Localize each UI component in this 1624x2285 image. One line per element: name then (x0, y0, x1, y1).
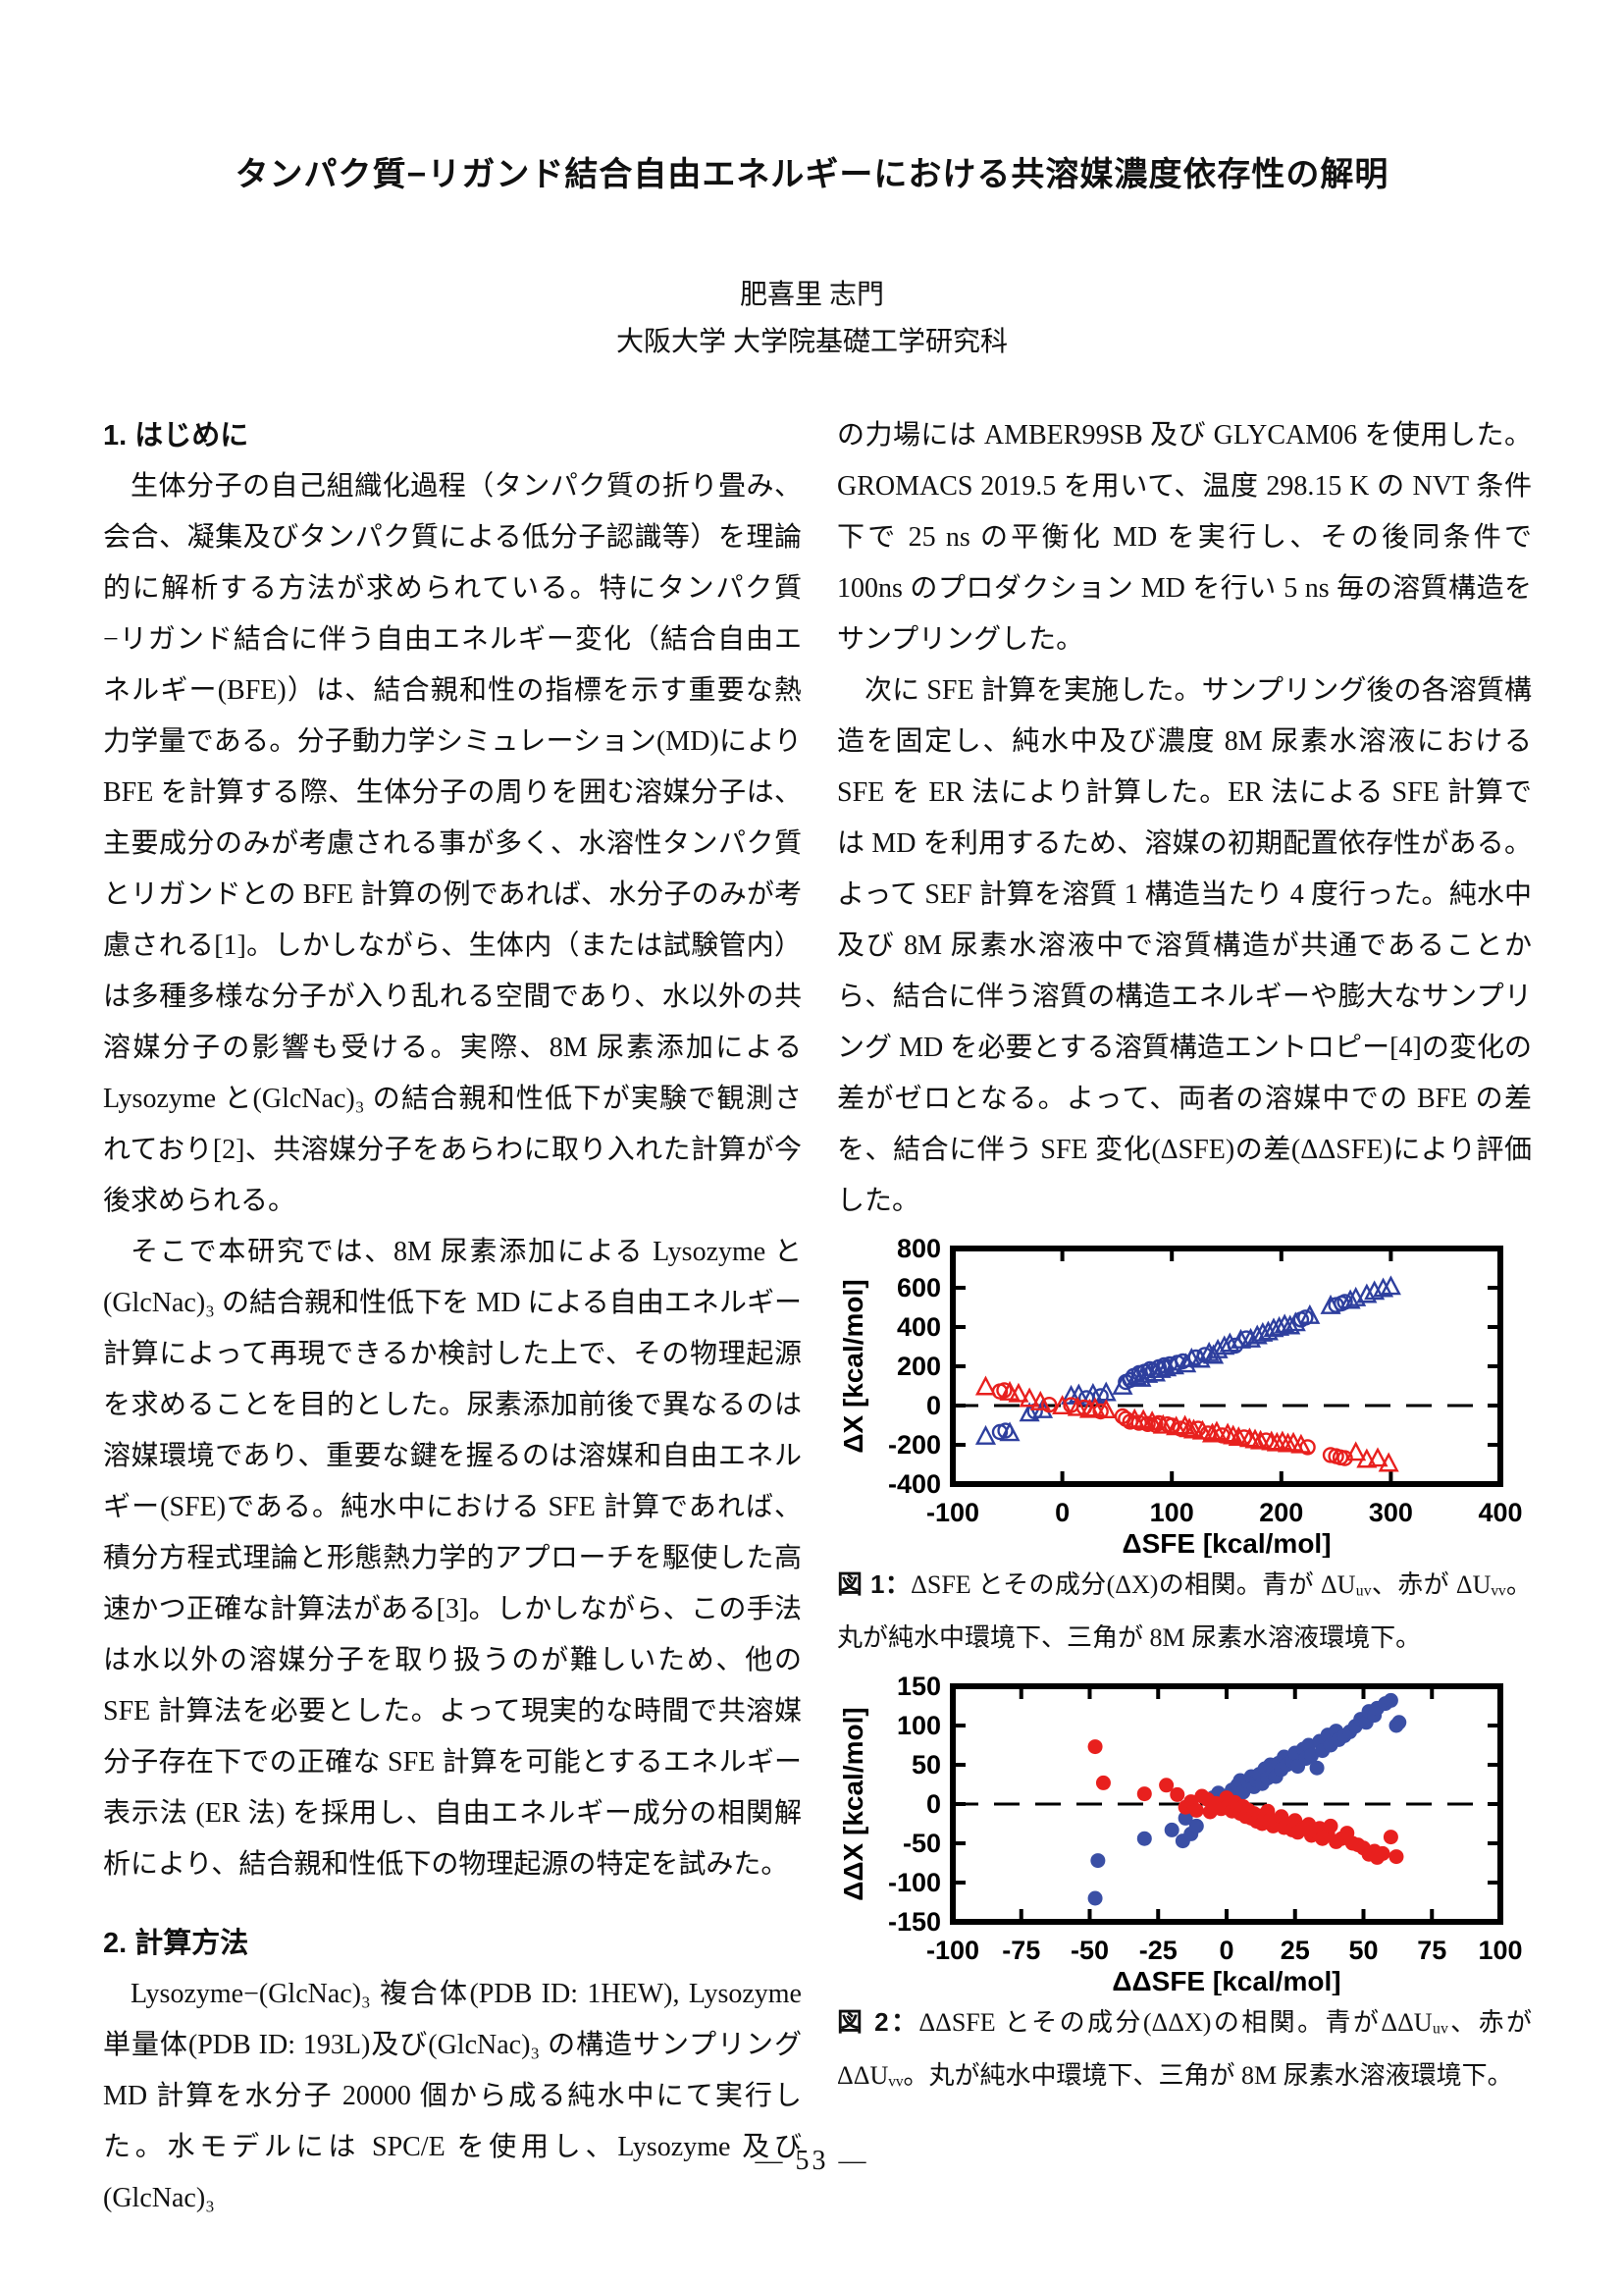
svg-text:300: 300 (1369, 1498, 1413, 1527)
figure-1: -100 0 100 200 300 400 -400 -200 0 200 400 600 800 ΔS… (837, 1239, 1532, 1665)
section2-heading: 2. 計算方法 (103, 1928, 249, 1959)
svg-text:-100: -100 (888, 1868, 941, 1897)
svg-text:100: 100 (1478, 1936, 1522, 1965)
svg-text:800: 800 (897, 1239, 941, 1263)
figure1-caption-text: ΔSFE とその成分(ΔX)の相関。青が ΔUᵤᵥ、赤が ΔUᵥᵥ。丸が純水中環… (837, 1570, 1532, 1652)
figure2-caption-label: 図 2： (837, 2007, 919, 2037)
right-paragraph-1: の力場には AMBER99SB 及び GLYCAM06 を使用した。GROMAC… (837, 420, 1532, 655)
page-number: — 53 — (755, 2146, 869, 2176)
figure1-caption: 図 1：ΔSFE とその成分(ΔX)の相関。青が ΔUᵤᵥ、赤が ΔUᵥᵥ。丸が… (837, 1558, 1532, 1665)
right-paragraph-2: 次に SFE 計算を実施した。サンプリング後の各溶質構造を固定し、純水中及び濃度… (837, 675, 1532, 1216)
svg-text:-50: -50 (903, 1829, 941, 1858)
svg-text:-200: -200 (888, 1430, 941, 1460)
svg-text:ΔΔX [kcal/mol]: ΔΔX [kcal/mol] (838, 1707, 868, 1900)
section1-paragraph-2: そこで本研究では、8M 尿素添加による Lysozyme と(GlcNac)₃ … (103, 1237, 802, 1880)
svg-text:600: 600 (897, 1273, 941, 1302)
svg-text:100: 100 (1150, 1498, 1194, 1527)
svg-text:200: 200 (1259, 1498, 1303, 1527)
right-column: の力場には AMBER99SB 及び GLYCAM06 を使用した。GROMAC… (837, 410, 1532, 2102)
svg-text:-400: -400 (888, 1469, 941, 1499)
svg-text:0: 0 (1055, 1498, 1070, 1527)
figure-2: -100 -75 -50 -25 0 25 50 75 100 -150 -100 -50 0 50 100… (837, 1676, 1532, 2102)
svg-text:0: 0 (926, 1391, 941, 1420)
svg-text:-50: -50 (1071, 1936, 1109, 1965)
svg-text:-75: -75 (1002, 1936, 1040, 1965)
svg-text:ΔΔSFE [kcal/mol]: ΔΔSFE [kcal/mol] (1112, 1966, 1340, 1995)
left-column: 1. はじめに 生体分子の自己組織化過程（タンパク質の折り畳み、会合、凝集及びタ… (103, 410, 802, 2224)
figure2-caption-text: ΔΔSFE とその成分(ΔΔX)の相関。青がΔΔUᵤᵥ、赤が ΔΔUᵥᵥ。丸が純… (837, 2008, 1532, 2090)
svg-text:25: 25 (1281, 1936, 1310, 1965)
svg-text:75: 75 (1417, 1936, 1446, 1965)
svg-text:150: 150 (897, 1676, 941, 1701)
svg-text:-25: -25 (1139, 1936, 1178, 1965)
svg-text:50: 50 (1348, 1936, 1378, 1965)
author-name: 肥喜里 志門 (739, 280, 884, 310)
svg-text:-100: -100 (926, 1498, 979, 1527)
figure1-caption-label: 図 1： (837, 1569, 912, 1599)
figure2-caption: 図 2：ΔΔSFE とその成分(ΔΔX)の相関。青がΔΔUᵤᵥ、赤が ΔΔUᵥᵥ… (837, 1995, 1532, 2102)
figure2-scatter-plot: -100 -75 -50 -25 0 25 50 75 100 -150 -100 -50 0 50 100… (837, 1676, 1530, 1995)
svg-text:100: 100 (897, 1711, 941, 1740)
figure1-scatter-plot: -100 0 100 200 300 400 -400 -200 0 200 400 600 800 ΔS… (837, 1239, 1530, 1558)
svg-text:0: 0 (1219, 1936, 1233, 1965)
svg-text:200: 200 (897, 1352, 941, 1381)
svg-text:0: 0 (926, 1789, 941, 1819)
page-title: タンパク質−リガンド結合自由エネルギーにおける共溶媒濃度依存性の解明 (235, 156, 1389, 193)
svg-text:ΔX [kcal/mol]: ΔX [kcal/mol] (838, 1279, 868, 1453)
section1-heading: 1. はじめに (103, 420, 249, 452)
svg-text:400: 400 (1478, 1498, 1522, 1527)
svg-text:400: 400 (897, 1312, 941, 1342)
svg-text:-100: -100 (926, 1936, 979, 1965)
svg-text:ΔSFE [kcal/mol]: ΔSFE [kcal/mol] (1122, 1528, 1331, 1558)
svg-text:-150: -150 (888, 1907, 941, 1937)
section1-paragraph-1: 生体分子の自己組織化過程（タンパク質の折り畳み、会合、凝集及びタンパク質による低… (103, 471, 802, 1216)
svg-text:50: 50 (912, 1750, 941, 1780)
section2-paragraph-1: Lysozyme−(GlcNac)₃ 複合体(PDB ID: 1HEW), Ly… (103, 1979, 802, 2213)
author-affiliation: 大阪大学 大学院基礎工学研究科 (615, 327, 1008, 357)
